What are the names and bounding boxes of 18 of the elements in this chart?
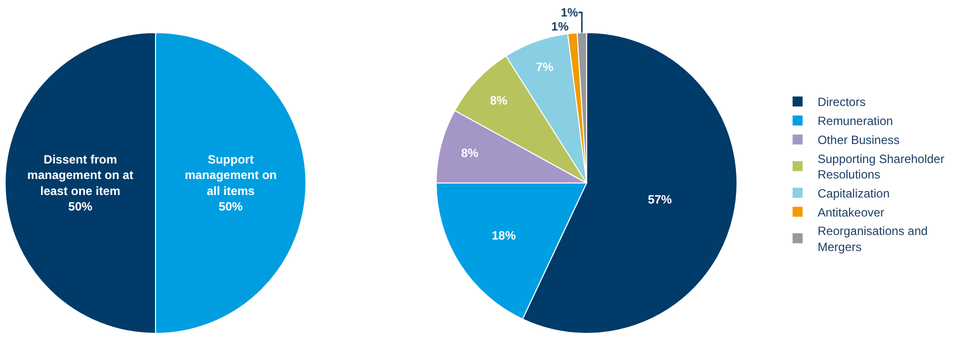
data-label: 1% <box>551 19 569 34</box>
slice-label: Dissent from management on at least one item <box>27 152 134 198</box>
slice-label: Support management on all items <box>184 152 277 198</box>
data-label: 1% <box>560 5 578 20</box>
data-label: 8% <box>461 146 479 160</box>
legend-label: Capitalization <box>818 186 890 200</box>
data-label: 50% <box>218 199 244 214</box>
data-label: 18% <box>492 228 516 242</box>
legend-label: Other Business <box>818 133 900 148</box>
data-label: 50% <box>68 199 93 214</box>
data-label: 57% <box>648 192 672 206</box>
data-label: 7% <box>536 60 554 74</box>
legend-label: Remuneration <box>818 114 893 128</box>
data-label: 8% <box>490 94 508 108</box>
legend-label: Supporting Shareholder Resolutions <box>818 152 944 182</box>
legend-label: Directors <box>818 95 866 110</box>
legend-label: Reorganisations and Mergers <box>818 224 928 254</box>
legend-label: Antitakeover <box>818 205 884 220</box>
